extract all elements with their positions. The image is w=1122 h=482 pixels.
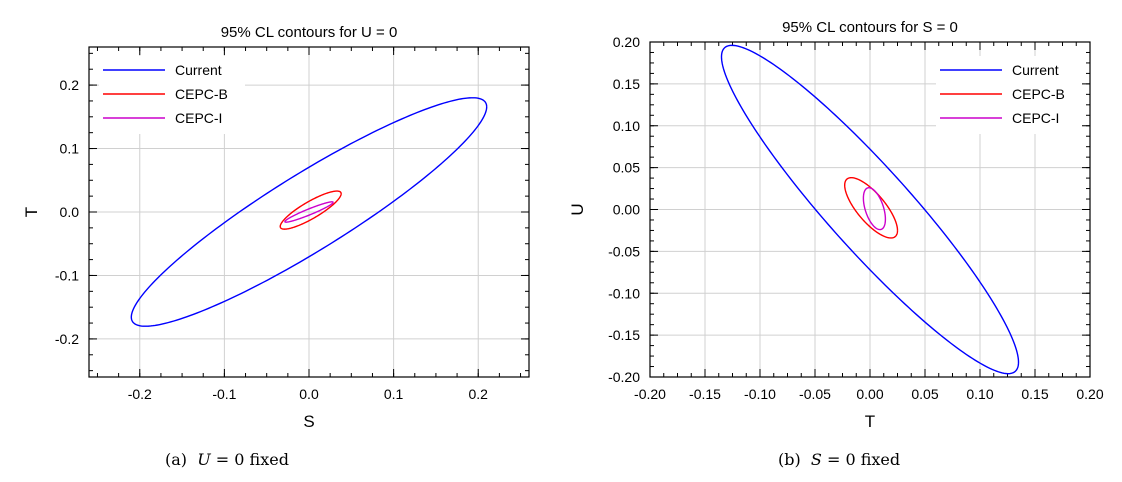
legend-background	[99, 56, 245, 134]
y-tick-label: 0.0	[60, 204, 80, 220]
y-tick-label: -0.10	[608, 285, 640, 301]
legend-label-cepc-i: CEPC-I	[1012, 110, 1059, 126]
x-tick-label: -0.20	[634, 386, 666, 402]
y-tick-label: 0.2	[60, 77, 80, 93]
x-axis-title: S	[303, 412, 314, 431]
contour-cepc-i	[862, 187, 887, 231]
y-tick-label: -0.15	[608, 327, 640, 343]
legend-label-cepc-i: CEPC-I	[175, 110, 222, 126]
y-tick-label: 0.15	[613, 76, 640, 92]
contour-cepc-b	[843, 176, 899, 239]
caption-right-text: = 0 fixed	[821, 450, 901, 469]
legend-background	[936, 56, 1082, 134]
legend-label-current: Current	[175, 62, 222, 78]
y-tick-label: -0.2	[55, 331, 79, 347]
legend-label-cepc-b: CEPC-B	[175, 86, 228, 102]
chart-0: -0.2 -0.1 0.0 0.1 0.2 -0.2 -0.1 0.0 0.1 0.2 Curren…	[22, 24, 530, 431]
caption-left-prefix: (a)	[165, 450, 188, 469]
legend-label-current: Current	[1012, 62, 1059, 78]
x-tick-label: 0.05	[911, 386, 938, 402]
y-axis-title: T	[22, 207, 41, 217]
legend: Current CEPC-B CEPC-I	[99, 56, 245, 134]
y-tick-label: 0.05	[613, 160, 640, 176]
x-tick-label: -0.2	[128, 386, 152, 402]
caption-left: (a) U = 0 fixed	[165, 450, 289, 469]
x-tick-label: -0.15	[689, 386, 721, 402]
x-tick-label: 0.1	[384, 386, 404, 402]
chart-title: 95% CL contours for S = 0	[782, 19, 958, 36]
chart-1: -0.20 -0.15 -0.10 -0.05 0.00 0.05 0.10 0.15 0.20…	[568, 19, 1104, 431]
caption-left-text: = 0 fixed	[210, 450, 289, 469]
x-tick-label: -0.05	[799, 386, 831, 402]
y-tick-label: -0.20	[608, 369, 640, 385]
contour-cepc-b	[279, 190, 342, 230]
caption-left-variable: U	[197, 450, 211, 469]
x-axis-title: T	[865, 412, 875, 431]
y-tick-label: 0.00	[613, 202, 640, 218]
contour-cepc-i	[284, 201, 334, 223]
x-tick-label: 0.0	[299, 386, 319, 402]
contour-current	[720, 44, 1020, 375]
x-tick-label: 0.00	[856, 386, 883, 402]
plot-frame	[88, 46, 530, 378]
chart-title: 95% CL contours for U = 0	[221, 24, 398, 41]
y-axis-title: U	[568, 203, 587, 215]
plot-frame	[649, 41, 1091, 378]
caption-right-prefix: (b)	[778, 450, 801, 469]
y-tick-label: 0.20	[613, 34, 640, 50]
y-tick-label: 0.10	[613, 118, 640, 134]
x-tick-label: 0.2	[468, 386, 488, 402]
contour-current	[130, 97, 488, 327]
y-tick-label: -0.1	[55, 267, 79, 283]
legend: Current CEPC-B CEPC-I	[936, 56, 1082, 134]
x-tick-label: -0.10	[744, 386, 776, 402]
x-tick-label: 0.10	[966, 386, 993, 402]
y-tick-label: -0.05	[608, 243, 640, 259]
legend-label-cepc-b: CEPC-B	[1012, 86, 1065, 102]
y-tick-label: 0.1	[60, 141, 80, 157]
caption-right: (b) S = 0 fixed	[778, 450, 900, 469]
caption-right-variable: S	[810, 450, 822, 469]
x-tick-label: 0.15	[1021, 386, 1048, 402]
x-tick-label: -0.1	[212, 386, 236, 402]
x-tick-label: 0.20	[1076, 386, 1103, 402]
